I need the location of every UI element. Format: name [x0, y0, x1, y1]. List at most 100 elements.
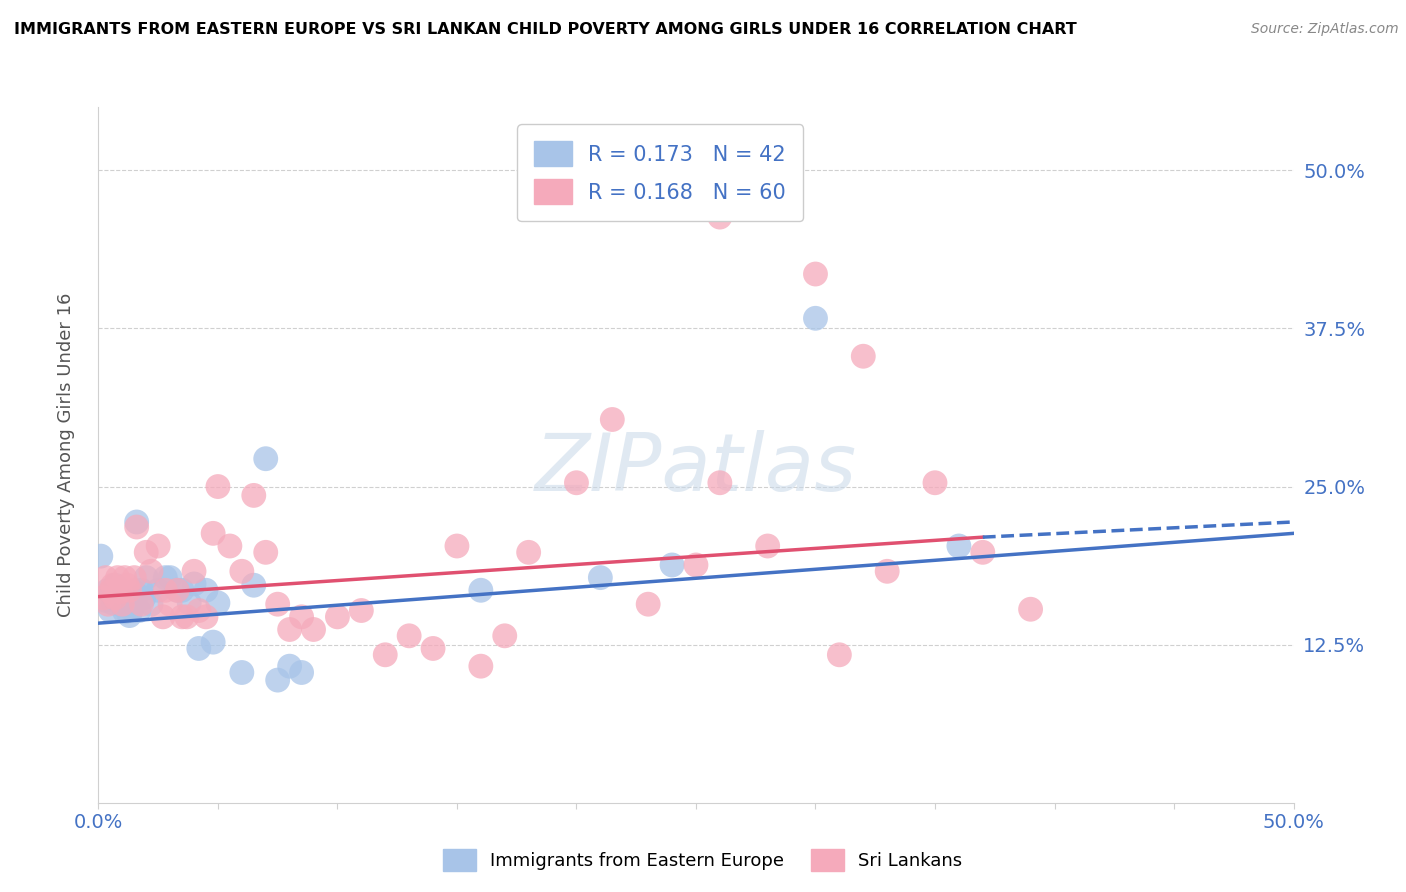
Point: [494, 629, 516, 643]
Point: [291, 610, 314, 624]
Point: [104, 591, 127, 605]
Point: [202, 635, 225, 649]
Point: [254, 545, 277, 559]
Point: [94, 571, 117, 585]
Point: [97, 583, 120, 598]
Point: [243, 488, 266, 502]
Point: [91, 591, 114, 605]
Point: [589, 571, 612, 585]
Point: [121, 602, 143, 616]
Point: [172, 583, 194, 598]
Point: [98, 584, 122, 599]
Point: [176, 610, 198, 624]
Point: [302, 623, 325, 637]
Point: [115, 578, 138, 592]
Point: [267, 597, 290, 611]
Point: [219, 539, 242, 553]
Point: [661, 558, 683, 572]
Point: [924, 475, 946, 490]
Point: [124, 571, 146, 585]
Point: [756, 539, 779, 553]
Point: [94, 593, 117, 607]
Point: [470, 583, 492, 598]
Point: [183, 564, 205, 578]
Point: [350, 603, 373, 617]
Point: [876, 564, 898, 578]
Point: [231, 665, 253, 680]
Point: [291, 665, 314, 680]
Point: [709, 210, 731, 224]
Point: [207, 596, 229, 610]
Point: [107, 586, 129, 600]
Point: [254, 451, 277, 466]
Point: [470, 659, 492, 673]
Point: [422, 641, 444, 656]
Point: [1019, 602, 1042, 616]
Point: [114, 571, 136, 585]
Point: [132, 591, 155, 605]
Point: [231, 564, 253, 578]
Y-axis label: Child Poverty Among Girls Under 16: Child Poverty Among Girls Under 16: [56, 293, 75, 617]
Point: [172, 610, 194, 624]
Point: [131, 583, 153, 598]
Point: [446, 539, 468, 553]
Point: [125, 515, 148, 529]
Point: [114, 605, 136, 619]
Point: [118, 608, 141, 623]
Point: [101, 578, 124, 592]
Point: [152, 610, 174, 624]
Point: [104, 578, 127, 592]
Point: [326, 610, 349, 624]
Point: [194, 610, 218, 624]
Point: [111, 597, 134, 611]
Point: [139, 597, 162, 611]
Point: [131, 597, 153, 611]
Point: [202, 526, 225, 541]
Point: [828, 648, 851, 662]
Point: [804, 267, 827, 281]
Legend: R = 0.173   N = 42, R = 0.168   N = 60: R = 0.173 N = 42, R = 0.168 N = 60: [517, 124, 803, 221]
Point: [187, 603, 209, 617]
Point: [124, 584, 146, 599]
Point: [97, 597, 120, 611]
Point: [128, 603, 150, 617]
Point: [179, 596, 201, 610]
Point: [111, 599, 134, 613]
Point: [98, 603, 122, 617]
Point: [155, 571, 177, 585]
Point: [637, 597, 659, 611]
Point: [948, 539, 970, 553]
Point: [108, 584, 131, 599]
Point: [107, 571, 129, 585]
Point: [108, 591, 131, 605]
Point: [398, 629, 420, 643]
Point: [159, 597, 181, 611]
Point: [374, 648, 396, 662]
Point: [166, 583, 188, 598]
Point: [602, 412, 624, 426]
Point: [709, 475, 731, 490]
Point: [90, 549, 112, 563]
Point: [155, 583, 177, 598]
Point: [187, 641, 209, 656]
Point: [159, 571, 181, 585]
Point: [278, 659, 301, 673]
Point: [118, 583, 141, 598]
Point: [972, 545, 994, 559]
Point: [135, 571, 157, 585]
Text: IMMIGRANTS FROM EASTERN EUROPE VS SRI LANKAN CHILD POVERTY AMONG GIRLS UNDER 16 : IMMIGRANTS FROM EASTERN EUROPE VS SRI LA…: [14, 22, 1077, 37]
Point: [565, 475, 588, 490]
Legend: Immigrants from Eastern Europe, Sri Lankans: Immigrants from Eastern Europe, Sri Lank…: [436, 842, 970, 879]
Point: [804, 311, 827, 326]
Point: [194, 583, 218, 598]
Point: [139, 564, 162, 578]
Point: [135, 545, 157, 559]
Text: Source: ZipAtlas.com: Source: ZipAtlas.com: [1251, 22, 1399, 37]
Point: [166, 583, 188, 598]
Point: [243, 578, 266, 592]
Point: [852, 349, 875, 363]
Point: [125, 520, 148, 534]
Point: [148, 539, 170, 553]
Point: [278, 623, 301, 637]
Point: [267, 673, 290, 687]
